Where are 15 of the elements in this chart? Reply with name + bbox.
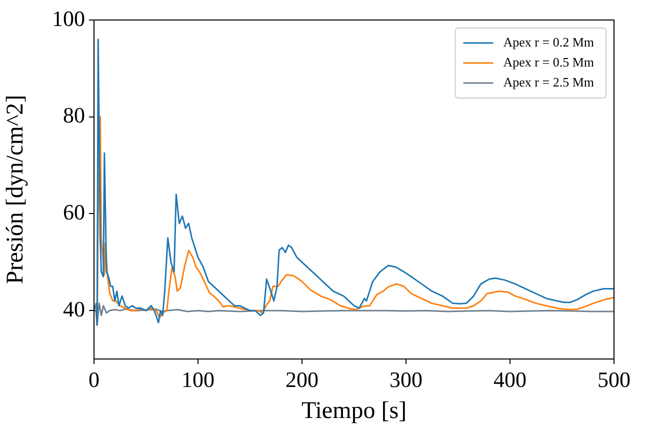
x-tick-label: 100 — [182, 366, 214, 392]
y-tick-label: 40 — [63, 296, 85, 322]
x-tick-label: 500 — [598, 366, 630, 392]
x-tick-label: 200 — [286, 366, 318, 392]
x-axis-title: Tiempo [s] — [301, 398, 407, 424]
y-tick-label: 60 — [63, 199, 85, 224]
legend-label: Apex r = 2.5 Mm — [503, 74, 594, 90]
legend-label: Apex r = 0.5 Mm — [503, 54, 594, 70]
x-tick-label: 0 — [88, 366, 100, 392]
x-tick-label: 300 — [390, 366, 422, 392]
y-axis-title: Presión [dyn/cm^2] — [2, 94, 29, 284]
y-tick-label: 100 — [52, 6, 85, 31]
y-tick-label: 80 — [63, 102, 85, 128]
x-tick-label: 400 — [494, 366, 526, 392]
legend-label: Apex r = 0.2 Mm — [503, 34, 594, 50]
